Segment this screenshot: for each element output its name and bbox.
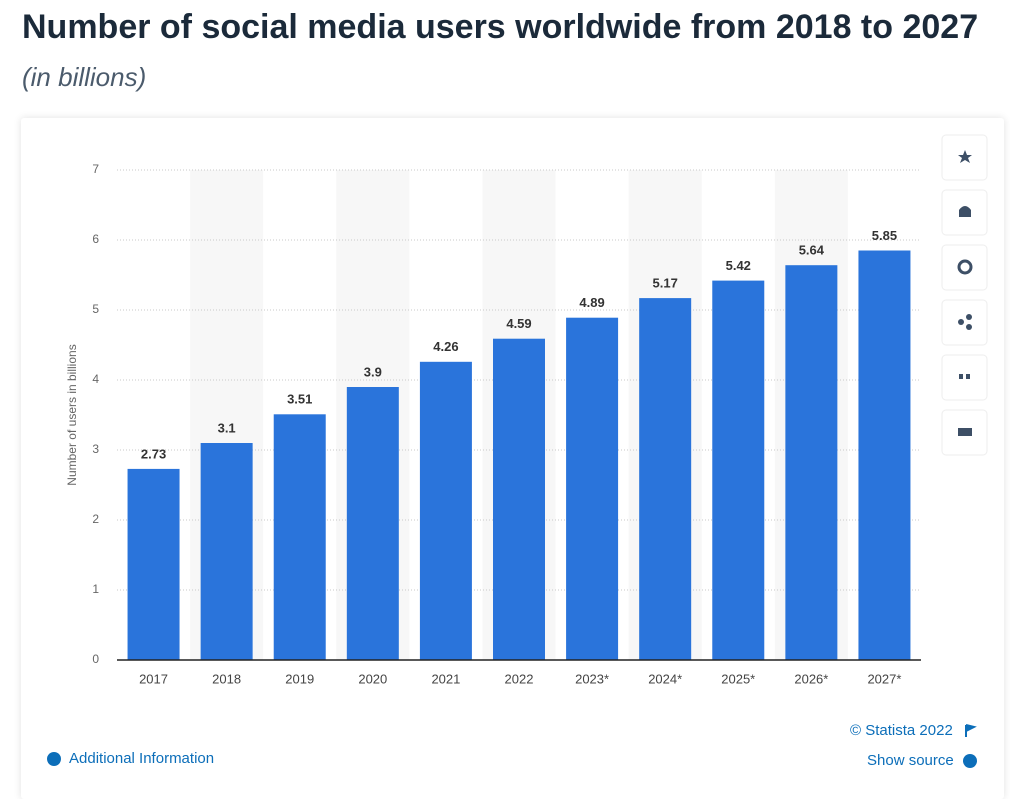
cite-button[interactable]	[941, 354, 988, 401]
bar	[493, 338, 545, 660]
x-tick-label: 2025*	[721, 671, 755, 686]
x-tick-label: 2027*	[867, 671, 901, 686]
bar	[200, 443, 253, 660]
print-icon	[958, 428, 972, 436]
y-tick-label: 0	[92, 652, 99, 666]
bar	[419, 361, 472, 660]
quote-icon	[959, 374, 970, 379]
bell-icon	[959, 206, 971, 217]
x-tick-label: 2022	[505, 671, 534, 686]
x-tick-label: 2021	[431, 671, 460, 686]
additional-info-link[interactable]: Additional Information	[69, 750, 215, 767]
value-label: 5.64	[799, 243, 825, 258]
copyright[interactable]: © Statista 2022	[850, 722, 953, 739]
share-button[interactable]	[941, 299, 988, 346]
page-title: Number of social media users worldwide f…	[22, 8, 979, 46]
gear-icon	[957, 259, 973, 275]
value-label: 5.17	[653, 276, 678, 291]
x-tick-label: 2023*	[575, 671, 609, 686]
y-tick-label: 5	[92, 302, 99, 316]
plot: 0 1 2 3 4 5 6 7 2017 2.73 2018 3.1 2019 3.51 2020 3.9 20…	[92, 162, 921, 686]
bar	[127, 468, 180, 660]
star-icon	[958, 150, 972, 163]
x-tick-label: 2019	[285, 671, 314, 686]
bar	[785, 265, 838, 660]
y-tick-label: 2	[92, 512, 99, 526]
bar	[858, 250, 911, 660]
y-tick-label: 7	[92, 162, 99, 176]
y-axis-label: Number of users in billions	[65, 344, 79, 485]
flag-icon	[965, 724, 977, 737]
show-source-link[interactable]: Show source	[867, 752, 954, 769]
settings-button[interactable]	[941, 244, 988, 291]
value-label: 3.1	[218, 420, 236, 435]
x-tick-label: 2018	[212, 671, 241, 686]
toolbar	[941, 134, 988, 456]
info-icon	[47, 752, 61, 766]
bar	[273, 414, 326, 660]
x-tick-label: 2017	[139, 671, 168, 686]
x-tick-label: 2020	[358, 671, 387, 686]
source-icon	[963, 754, 977, 768]
y-tick-label: 4	[92, 372, 99, 386]
y-tick-label: 6	[92, 232, 99, 246]
value-label: 2.73	[141, 446, 166, 461]
bar	[639, 298, 692, 660]
value-label: 4.26	[433, 339, 458, 354]
value-label: 5.42	[726, 258, 751, 273]
x-tick-label: 2024*	[648, 671, 682, 686]
y-tick-label: 3	[92, 442, 99, 456]
value-label: 4.59	[506, 316, 531, 331]
value-label: 3.9	[364, 364, 382, 379]
value-label: 5.85	[872, 228, 897, 243]
share-icon	[958, 314, 972, 330]
bar	[566, 317, 619, 660]
value-label: 4.89	[579, 295, 604, 310]
value-label: 3.51	[287, 392, 312, 407]
y-tick-label: 1	[92, 582, 99, 596]
page-subtitle: (in billions)	[22, 62, 147, 92]
x-tick-label: 2026*	[794, 671, 828, 686]
bar	[712, 280, 765, 660]
bar	[346, 387, 399, 660]
